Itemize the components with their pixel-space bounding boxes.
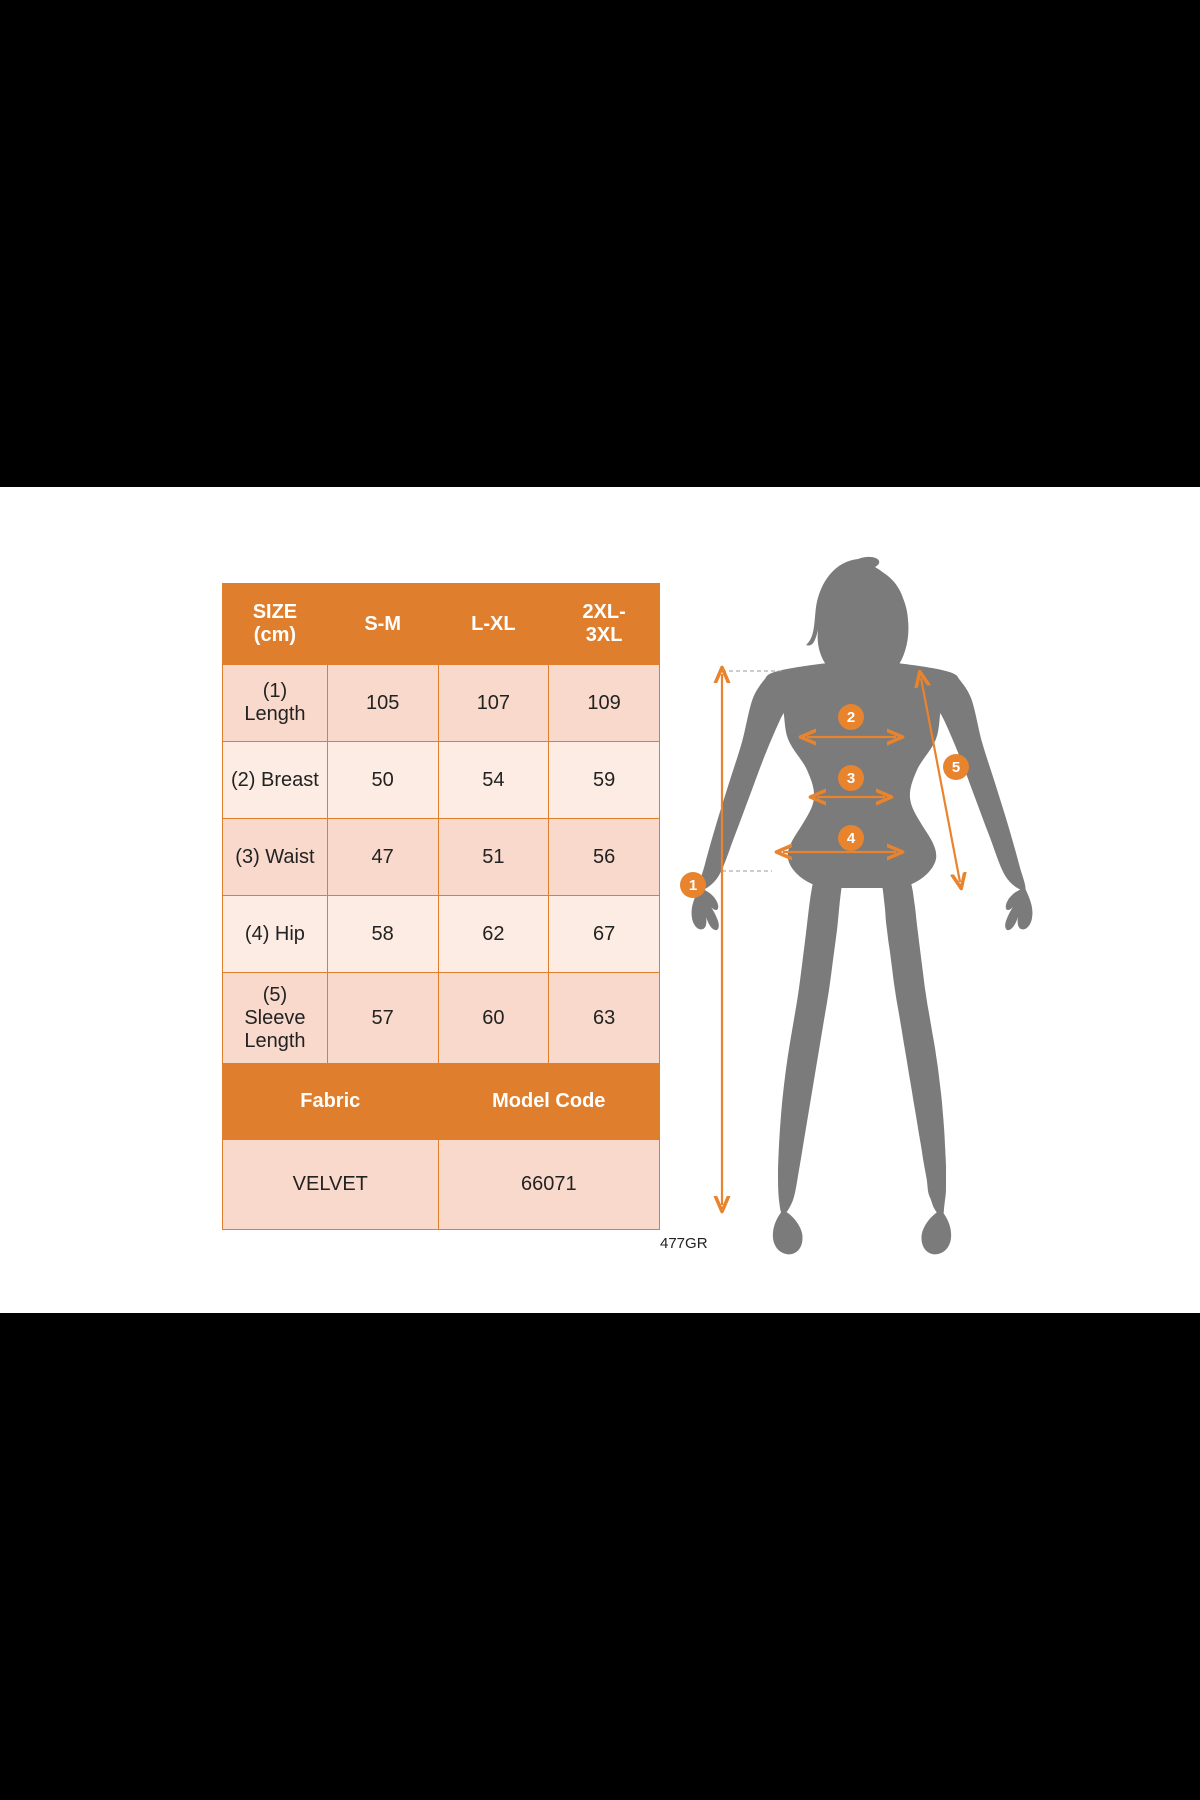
svg-text:1: 1 — [689, 877, 697, 894]
svg-text:2: 2 — [847, 709, 855, 726]
svg-text:4: 4 — [847, 830, 856, 847]
svg-text:3: 3 — [847, 770, 855, 787]
svg-text:5: 5 — [952, 759, 960, 776]
